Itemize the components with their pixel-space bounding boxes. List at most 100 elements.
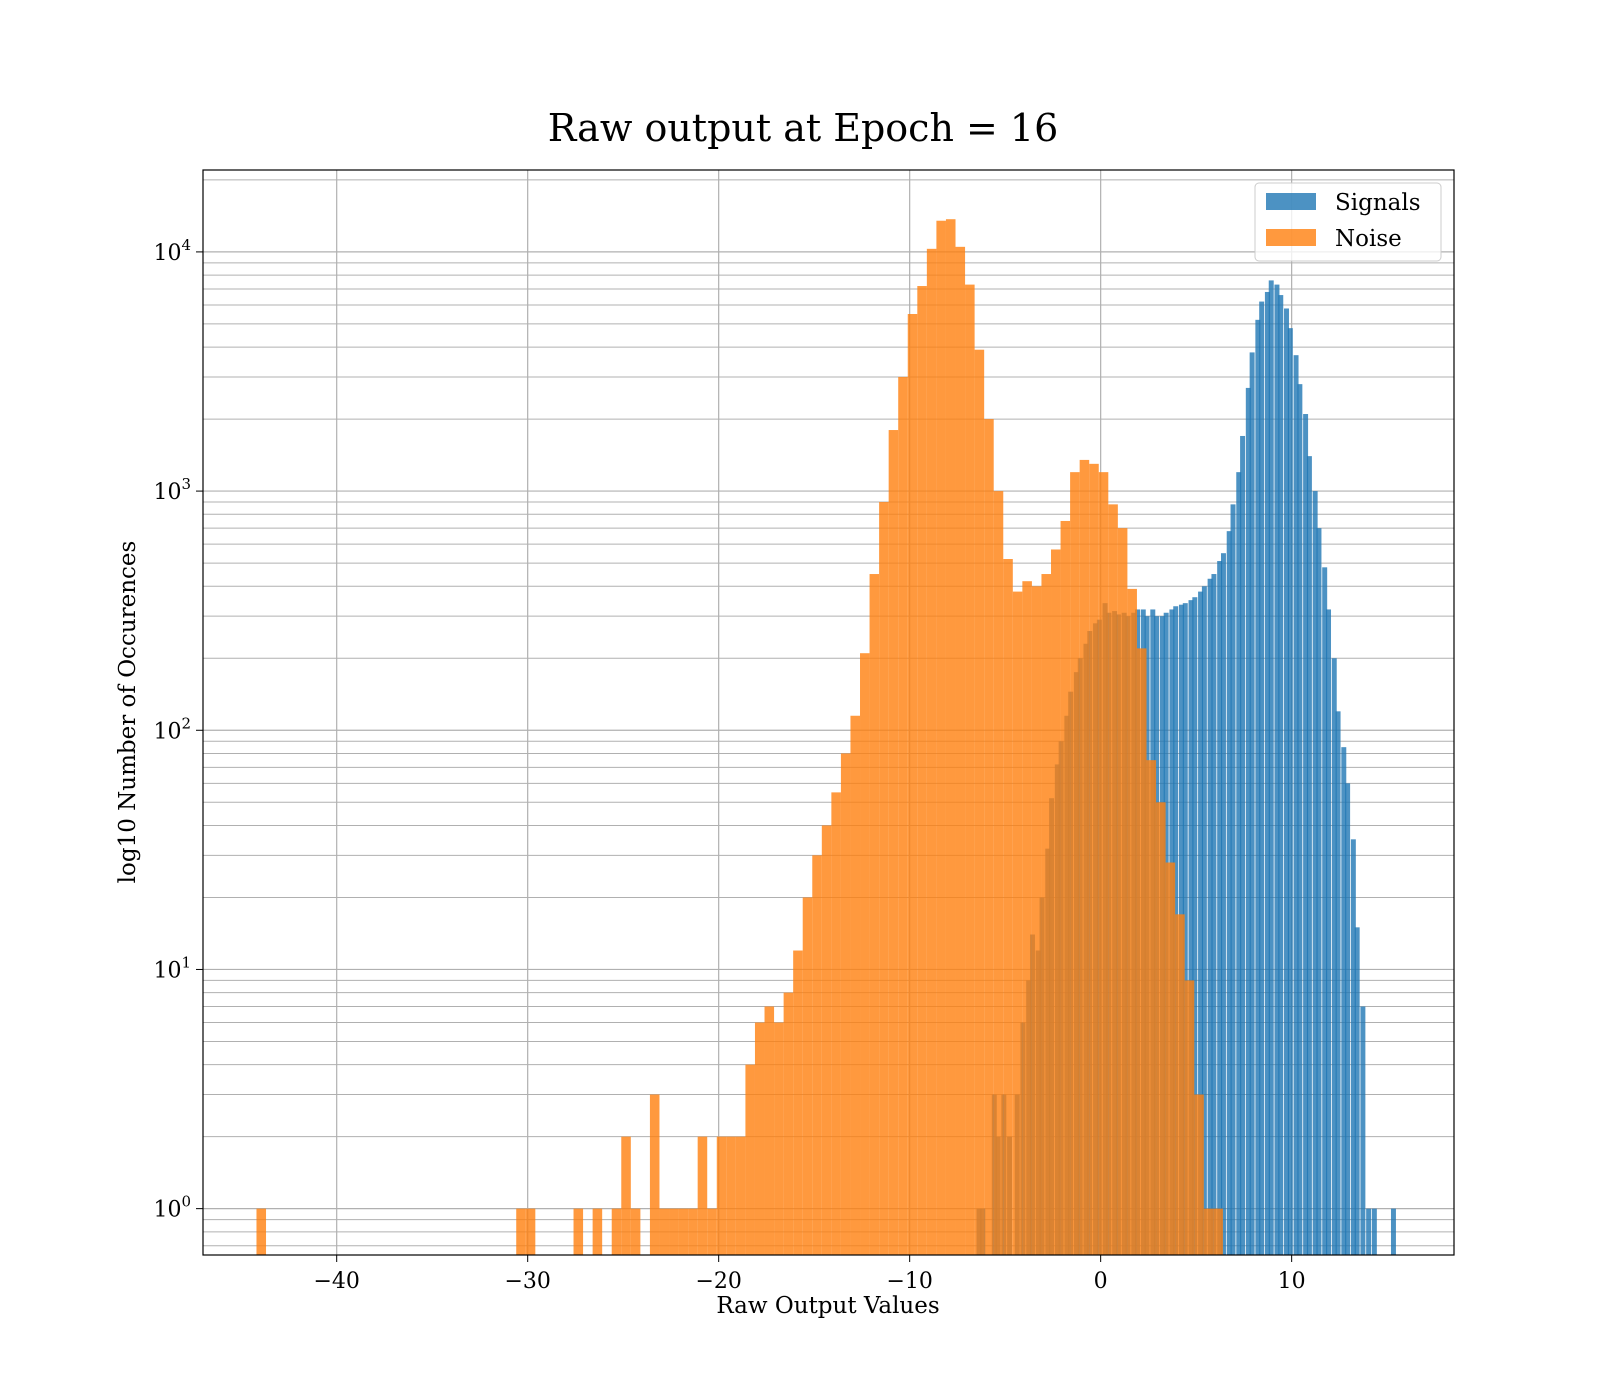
signals-bar (1274, 284, 1280, 1255)
y-axis-ticks: 100 101 102 103 104 (153, 236, 203, 1223)
signals-bar (1268, 280, 1274, 1255)
x-tick-label: −30 (504, 1269, 550, 1294)
noise-bar (659, 1208, 670, 1255)
signals-bar (1341, 747, 1347, 1255)
noise-bar (793, 950, 803, 1255)
noise-bar (955, 246, 966, 1256)
signals-bar (1255, 319, 1261, 1255)
legend-label-noise: Noise (1335, 226, 1402, 252)
noise-bar (621, 1136, 631, 1255)
signals-bar (1390, 1208, 1396, 1255)
x-tick-label: −40 (313, 1269, 359, 1294)
noise-bar (611, 1208, 622, 1255)
noise-bar (630, 1208, 641, 1255)
noise-bar (678, 1208, 689, 1255)
noise-bar (974, 349, 985, 1255)
y-tick-label: 102 (153, 714, 191, 744)
x-tick-label: 0 (1094, 1269, 1108, 1294)
noise-bar (1051, 549, 1061, 1255)
signals-bar (1198, 591, 1204, 1255)
noise-bar (1165, 862, 1176, 1255)
noise-bar (984, 419, 994, 1256)
signals-bar (1371, 1208, 1377, 1255)
signals-bar (1312, 491, 1318, 1255)
signals-bar (1226, 531, 1232, 1255)
noise-bar (888, 430, 899, 1255)
noise-bar (525, 1208, 536, 1255)
signals-bar (1287, 328, 1293, 1255)
noise-bar (726, 1136, 736, 1255)
signals-bar (1303, 414, 1309, 1255)
signals-bar (1345, 783, 1351, 1255)
signals-bar (1278, 295, 1284, 1256)
noise-bar (735, 1136, 746, 1255)
noise-bar (1022, 581, 1032, 1255)
signals-bar (1207, 578, 1213, 1255)
noise-bar (879, 502, 889, 1255)
signals-bar (1366, 1208, 1372, 1255)
signals-bar (1331, 658, 1337, 1255)
noise-bar (707, 1208, 717, 1255)
noise-bar (917, 286, 927, 1256)
signals-bar (1297, 384, 1303, 1255)
signals-bar (1211, 574, 1217, 1255)
noise-bar (869, 574, 880, 1255)
noise-bar (1156, 802, 1166, 1255)
legend: Signals Noise (1254, 182, 1442, 262)
noise-bar (1041, 574, 1052, 1255)
noise-bar (860, 653, 870, 1255)
noise-bar (1117, 528, 1128, 1255)
noise-bar (697, 1136, 708, 1255)
y-tick-label: 100 (153, 1193, 191, 1223)
noise-bar (1012, 591, 1023, 1255)
noise-bar (1127, 588, 1137, 1255)
x-tick-label: −10 (886, 1269, 932, 1294)
noise-bar (1060, 520, 1071, 1255)
noise-bar (821, 825, 832, 1255)
noise-bar (1079, 459, 1090, 1255)
noise-bar (1175, 914, 1185, 1255)
noise-bar (1136, 648, 1147, 1255)
y-tick-label: 103 (153, 475, 191, 505)
signals-bar (1322, 567, 1328, 1255)
noise-bar (783, 992, 794, 1255)
noise-bar (592, 1208, 603, 1255)
noise-bar (993, 491, 1004, 1255)
signals-bar (1360, 1006, 1366, 1255)
y-axis-label: log10 Number of Occurences (115, 541, 141, 884)
noise-bar (774, 1022, 784, 1255)
noise-bars (256, 219, 1223, 1256)
signals-bar (1306, 456, 1312, 1256)
signals-bar (1236, 472, 1242, 1255)
signals-bar (1249, 352, 1255, 1255)
chart-title: Raw output at Epoch = 16 (548, 106, 1059, 150)
noise-bar (688, 1208, 698, 1255)
noise-bar (716, 1136, 727, 1255)
legend-label-signals: Signals (1335, 190, 1421, 216)
signals-bar (1284, 308, 1289, 1255)
noise-bar (1089, 463, 1099, 1255)
signals-bar (1264, 291, 1270, 1255)
legend-swatch-noise (1266, 229, 1316, 246)
signals-bar (1245, 387, 1251, 1255)
signals-bar (1354, 927, 1360, 1255)
x-tick-label: 10 (1278, 1269, 1306, 1294)
noise-bar (1108, 504, 1118, 1255)
signals-bar (1192, 597, 1198, 1255)
signals-bar (1326, 609, 1332, 1255)
noise-bar (1003, 559, 1013, 1255)
signals-bar (1350, 839, 1356, 1255)
noise-bar (669, 1208, 679, 1255)
noise-bar (745, 1064, 755, 1255)
noise-bar (802, 897, 813, 1255)
noise-bar (256, 1208, 267, 1255)
noise-bar (936, 220, 946, 1256)
noise-bar (1031, 586, 1042, 1255)
signals-bar (1182, 603, 1188, 1255)
signals-bar (1240, 435, 1246, 1255)
noise-bar (1098, 472, 1109, 1255)
x-axis-ticks: −40 −30 −20 −10 0 10 (313, 1255, 1306, 1294)
legend-swatch-signals (1266, 193, 1316, 210)
noise-bar (1070, 472, 1080, 1255)
